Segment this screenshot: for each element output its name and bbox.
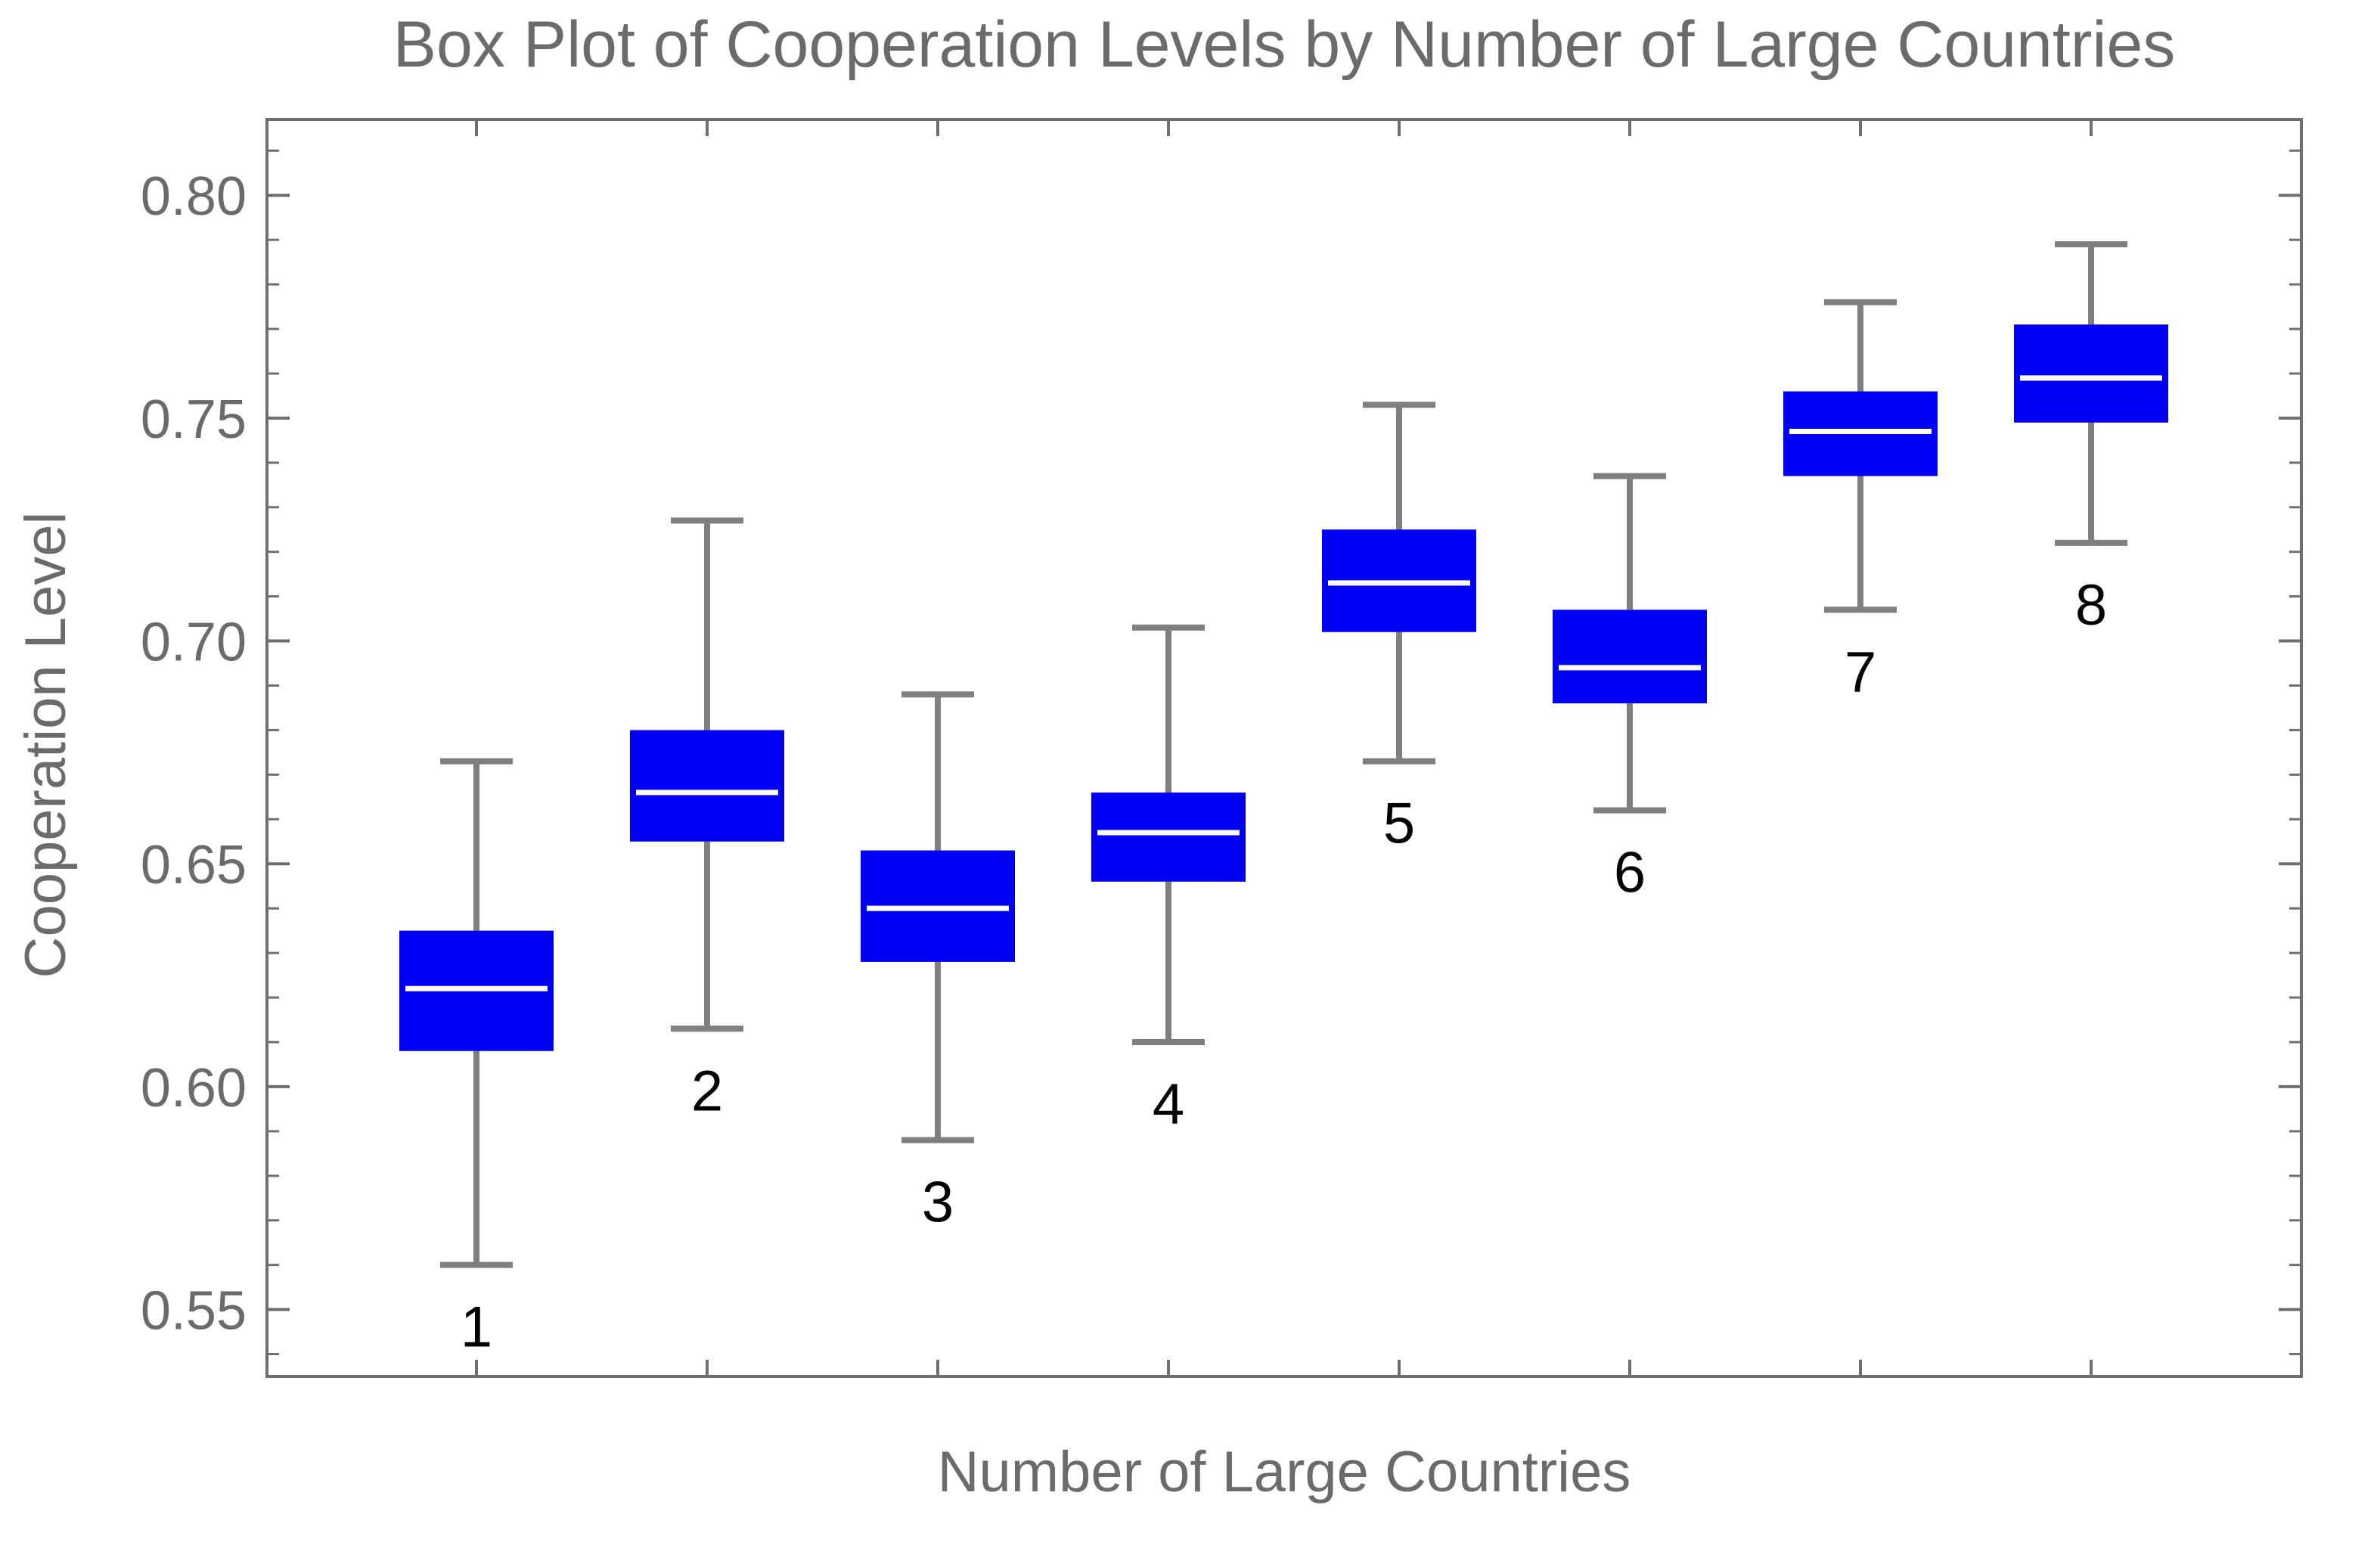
plot-frame [265, 118, 2303, 1378]
box-label: 7 [1845, 640, 1876, 704]
y-tick-label: 0.70 [141, 613, 247, 673]
x-axis-label: Number of Large Countries [938, 1440, 1631, 1504]
box-label: 5 [1383, 792, 1415, 856]
box-group-3: 3 [861, 119, 1015, 1376]
box-group-1: 1 [399, 119, 554, 1376]
box-group-4: 4 [1091, 119, 1246, 1376]
box [630, 730, 784, 842]
box [2014, 324, 2168, 423]
y-tick-label: 0.60 [141, 1058, 247, 1118]
y-tick-label: 0.75 [141, 389, 247, 450]
box-group-8: 8 [2014, 119, 2168, 1376]
chart-marks: 0.55 0.60 0.65 0.70 0.75 0.80 1 2 3 4 5 6 7 8 [141, 119, 2301, 1376]
y-tick-label: 0.65 [141, 835, 247, 895]
box-group-5: 5 [1322, 119, 1476, 1376]
y-tick-label: 0.55 [141, 1281, 247, 1342]
box [1553, 610, 1707, 704]
box-label: 4 [1153, 1072, 1184, 1137]
box-group-7: 7 [1783, 119, 1938, 1376]
box-label: 6 [1614, 841, 1646, 905]
box-group-6: 6 [1553, 119, 1707, 1376]
chart-title: Box Plot of Cooperation Levels by Number… [393, 8, 2176, 81]
box-label: 1 [461, 1295, 492, 1360]
y-axis-label: Cooperation Level [14, 512, 78, 979]
box [1091, 792, 1246, 882]
y-tick-label: 0.80 [141, 166, 247, 227]
box-label: 3 [922, 1171, 954, 1235]
box-label: 2 [691, 1059, 723, 1123]
box-label: 8 [2075, 573, 2107, 638]
box-group-2: 2 [630, 119, 784, 1376]
